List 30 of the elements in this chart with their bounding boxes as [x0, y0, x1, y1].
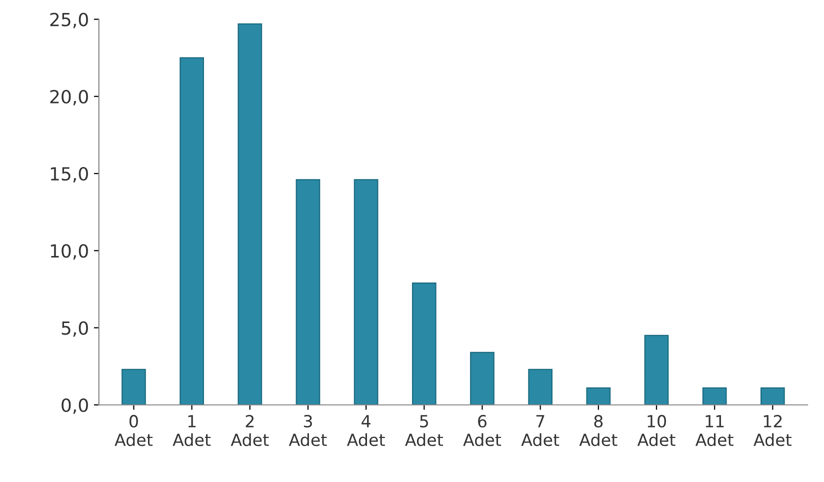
x-tick-label: 4 Adet	[346, 415, 385, 446]
y-tick-label: 15,0	[50, 166, 88, 182]
x-tick-label: 3 Adet	[288, 414, 327, 446]
x-tick-label: 8 Adet	[579, 414, 618, 446]
bar	[296, 179, 320, 405]
bar	[354, 179, 378, 405]
x-tick-label: 1 Adet	[172, 415, 211, 446]
x-tick-label: 5 Adet	[405, 415, 443, 446]
bar	[470, 352, 494, 405]
x-tick-label: 2 Adet	[230, 414, 269, 446]
y-tick-label: 0,0	[62, 398, 88, 414]
bar	[760, 387, 785, 405]
x-tick-label: 7 Adet	[521, 415, 560, 446]
x-tick-label: 12 Adet	[754, 414, 792, 446]
x-tick-label: 11 Adet	[695, 415, 734, 446]
bar	[122, 368, 146, 405]
y-tick-label: 25,0	[50, 12, 88, 28]
bar	[412, 282, 436, 405]
x-tick-label: 0 Adet	[114, 414, 153, 446]
bar	[702, 387, 727, 405]
bar	[238, 23, 262, 405]
x-tick-label: 10 Adet	[637, 414, 676, 446]
y-tick-label: 10,0	[50, 244, 88, 260]
bar	[586, 387, 611, 405]
x-tick-label: 6 Adet	[463, 414, 502, 446]
y-tick-label: 5,0	[62, 321, 88, 337]
bar	[180, 57, 204, 405]
bar	[644, 334, 669, 405]
bar	[528, 368, 552, 405]
y-tick-label: 20,0	[50, 90, 88, 106]
